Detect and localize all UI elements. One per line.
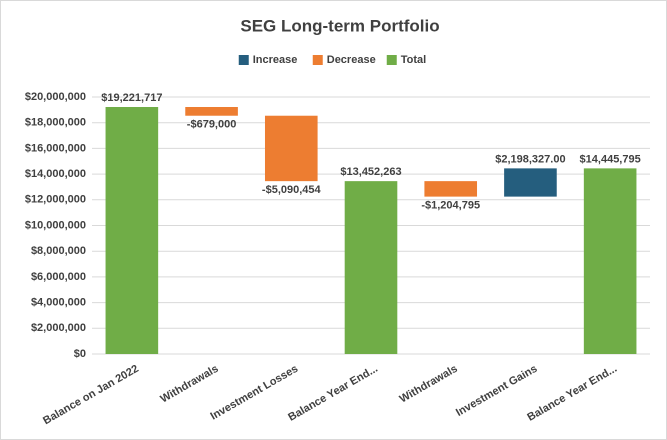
y-tick-label: $20,000,000 [25,91,86,103]
data-label: -$5,090,454 [262,184,322,196]
legend-label: Increase [253,54,298,66]
data-label: $13,452,263 [340,166,401,178]
y-tick-label: $10,000,000 [25,219,86,231]
legend-swatch [238,55,249,65]
bar [344,181,398,354]
bar [504,168,557,197]
y-tick-label: $12,000,000 [25,194,86,206]
data-label: $14,445,795 [580,153,641,165]
y-tick-label: $14,000,000 [25,168,86,180]
chart-title: SEG Long-term Portfolio [240,16,439,35]
y-tick-label: $18,000,000 [25,117,86,129]
y-tick-label: $4,000,000 [31,297,86,309]
y-tick-label: $0 [74,348,86,360]
y-tick-label: $8,000,000 [31,245,86,257]
y-tick-label: $2,000,000 [31,322,86,334]
y-tick-label: $6,000,000 [31,271,86,283]
y-tick-label: $16,000,000 [25,142,86,154]
data-label: $2,198,327.00 [495,153,565,165]
bar [264,115,318,182]
data-label: -$1,204,795 [421,200,480,212]
legend-label: Total [401,54,426,66]
bar [105,107,159,354]
data-label: $19,221,717 [101,92,162,104]
bar [583,168,637,354]
legend-swatch [386,55,397,65]
bar [185,107,238,116]
data-label: -$679,000 [187,119,237,131]
legend-label: Decrease [327,54,376,66]
bar [424,181,478,197]
legend-swatch [312,55,323,65]
